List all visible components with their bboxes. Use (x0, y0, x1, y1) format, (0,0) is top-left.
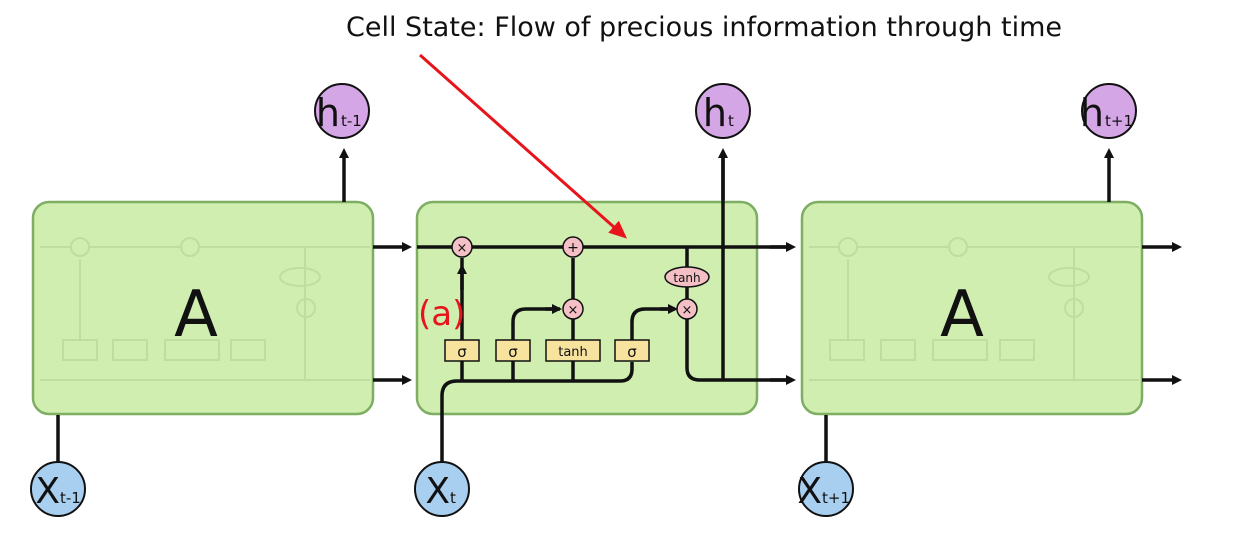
hidden-label: h (703, 91, 727, 135)
svg-text:tanh: tanh (673, 271, 700, 285)
svg-text:+: + (567, 240, 579, 256)
faded-internals (809, 237, 1139, 381)
annotation-arrow (419, 53, 627, 239)
add-op: + (562, 236, 584, 258)
svg-text:×: × (457, 241, 468, 256)
input-node-center: X t (414, 461, 470, 517)
hidden-subscript: t-1 (341, 112, 362, 130)
multiply-op-forget: × (451, 236, 473, 258)
svg-text:×: × (568, 303, 579, 318)
faded-internals (40, 237, 370, 381)
svg-text:tanh: tanh (558, 345, 588, 360)
input-subscript: t (450, 489, 456, 507)
hidden-subscript: t (728, 112, 734, 130)
annotation-text: Cell State: Flow of precious information… (346, 12, 1062, 43)
input-node-left: X t-1 (30, 461, 86, 517)
input-subscript: t-1 (60, 489, 81, 507)
hidden-label: h (316, 91, 340, 135)
input-node-right: X t+1 (797, 461, 854, 517)
cell-label: A (940, 278, 984, 352)
cell-box (31, 200, 375, 416)
hidden-label: h (1080, 91, 1104, 135)
input-label: X (797, 471, 822, 512)
hidden-node-center: h t (695, 83, 751, 139)
right-cell: A h t+1 X t+1 (797, 83, 1182, 517)
center-cell: × + × tanh × σ σ tanh (414, 83, 790, 517)
svg-text:σ: σ (508, 343, 518, 361)
input-label: X (35, 471, 60, 512)
cell-box (800, 200, 1144, 416)
input-subscript: t+1 (822, 489, 850, 507)
svg-text:σ: σ (457, 343, 467, 361)
hidden-node-right: h t+1 (1080, 83, 1137, 139)
svg-text:×: × (682, 303, 693, 318)
gate-forget: σ (444, 339, 480, 362)
gate-input: σ (495, 339, 531, 362)
gate-tanh: tanh (545, 339, 601, 362)
hidden-node-left: h t-1 (314, 83, 370, 139)
cell-label: A (174, 278, 218, 352)
marker-a: (a) (418, 294, 465, 334)
svg-text:σ: σ (627, 343, 637, 361)
input-label: X (425, 471, 450, 512)
multiply-op-output: × (676, 298, 698, 320)
multiply-op-input: × (562, 298, 584, 320)
gate-output: σ (614, 339, 650, 362)
hidden-subscript: t+1 (1105, 112, 1133, 130)
tanh-op: tanh (664, 266, 710, 288)
left-cell: A h t-1 X t-1 (30, 83, 375, 517)
